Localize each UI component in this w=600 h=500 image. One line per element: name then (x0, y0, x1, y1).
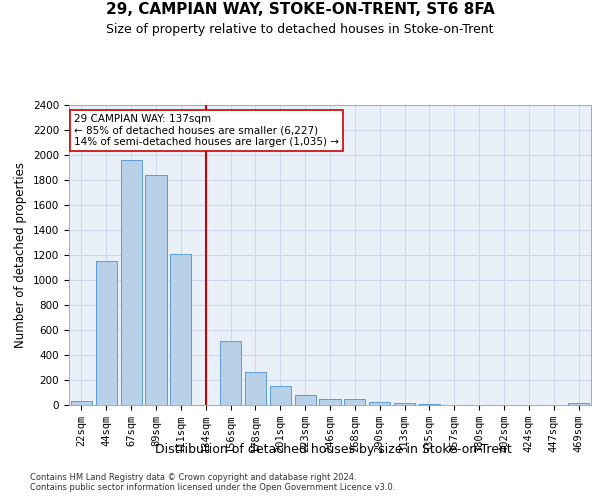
Text: 29, CAMPIAN WAY, STOKE-ON-TRENT, ST6 8FA: 29, CAMPIAN WAY, STOKE-ON-TRENT, ST6 8FA (106, 2, 494, 18)
Bar (568, 403, 589, 405)
Bar (319, 399, 341, 405)
Text: Contains HM Land Registry data © Crown copyright and database right 2024.: Contains HM Land Registry data © Crown c… (30, 472, 356, 482)
Bar (295, 395, 316, 405)
Text: 29 CAMPIAN WAY: 137sqm
← 85% of detached houses are smaller (6,227)
14% of semi-: 29 CAMPIAN WAY: 137sqm ← 85% of detached… (74, 114, 339, 147)
Bar (145, 175, 167, 405)
Text: Distribution of detached houses by size in Stoke-on-Trent: Distribution of detached houses by size … (155, 442, 511, 456)
Bar (369, 402, 390, 405)
Bar (344, 400, 365, 405)
Bar (220, 340, 241, 405)
Bar (270, 386, 291, 405)
Text: Contains public sector information licensed under the Open Government Licence v3: Contains public sector information licen… (30, 482, 395, 492)
Text: Size of property relative to detached houses in Stoke-on-Trent: Size of property relative to detached ho… (106, 22, 494, 36)
Y-axis label: Number of detached properties: Number of detached properties (14, 162, 28, 348)
Bar (170, 254, 191, 405)
Bar (121, 160, 142, 405)
Bar (419, 404, 440, 405)
Bar (245, 372, 266, 405)
Bar (96, 261, 117, 405)
Bar (394, 403, 415, 405)
Bar (71, 401, 92, 405)
